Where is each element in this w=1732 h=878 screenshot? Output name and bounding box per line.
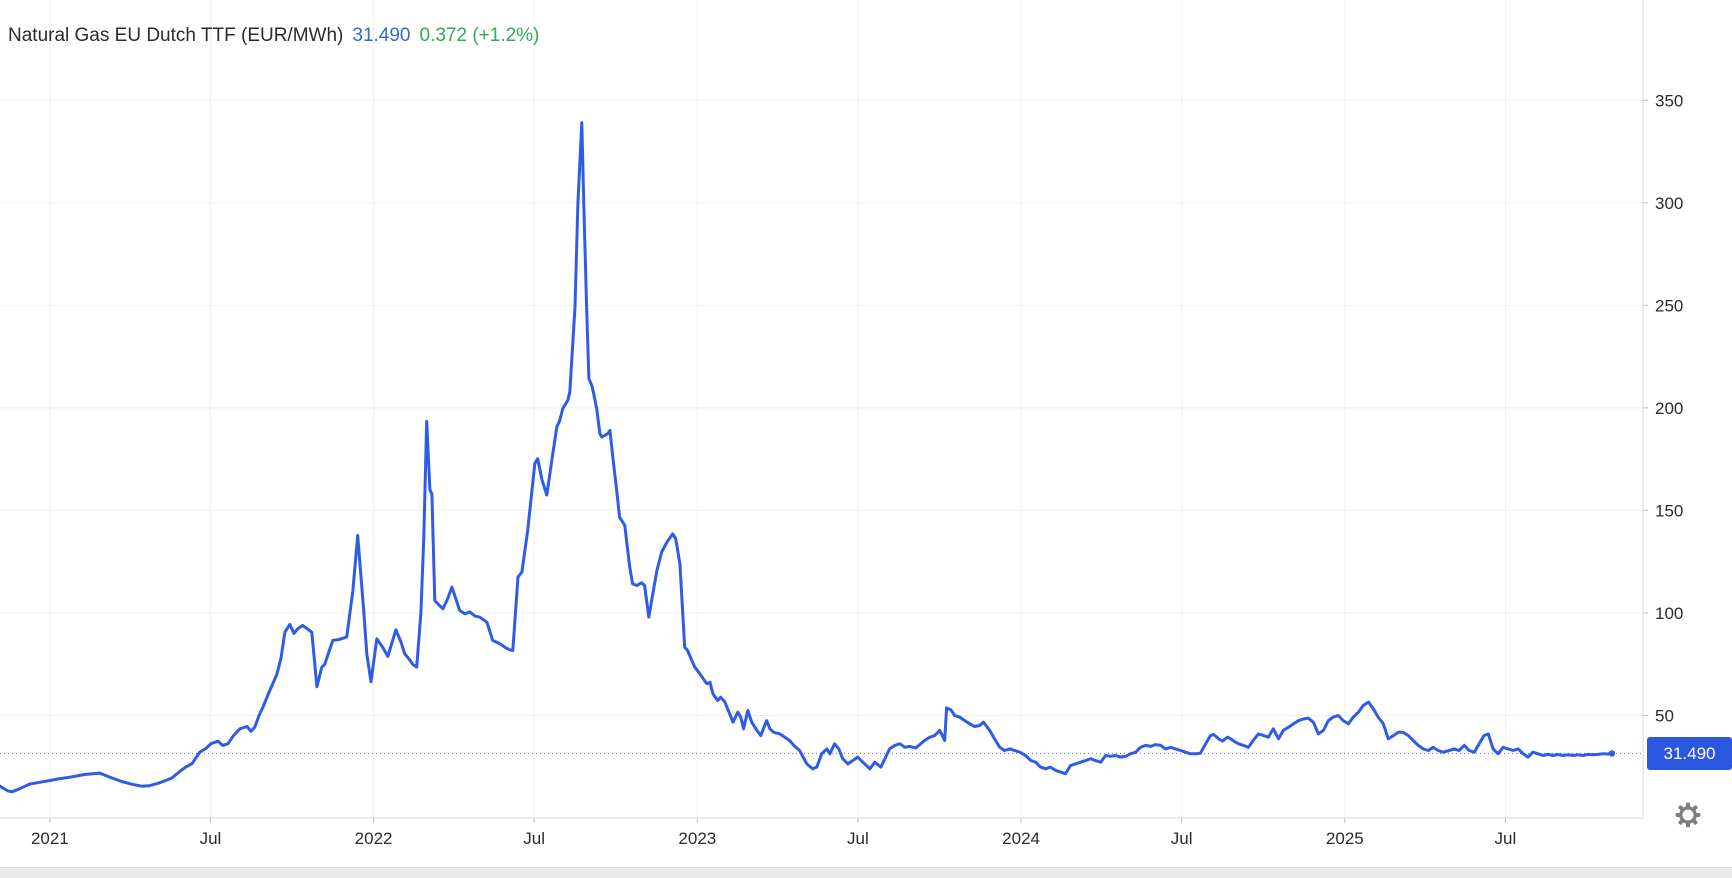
price-line-series xyxy=(0,121,1616,794)
horizontal-scrollbar[interactable] xyxy=(0,867,1732,878)
y-tick-label: 250 xyxy=(1655,296,1683,315)
last-price-value: 31.490 xyxy=(352,25,411,46)
x-tick-label: 2021 xyxy=(31,829,69,848)
x-tick-label: Jul xyxy=(523,829,545,848)
x-tick-label: Jul xyxy=(1171,829,1193,848)
settings-gear-icon[interactable] xyxy=(1674,801,1702,829)
price-line xyxy=(0,121,1614,794)
x-tick-label: 2025 xyxy=(1326,829,1364,848)
axes xyxy=(0,0,1648,823)
x-tick-label: 2022 xyxy=(355,829,393,848)
last-price-dot xyxy=(1608,750,1616,757)
y-tick-label: 50 xyxy=(1655,706,1674,725)
price-change: 0.372 (+1.2%) xyxy=(419,25,540,46)
y-tick-label: 100 xyxy=(1655,604,1683,623)
y-tick-label: 150 xyxy=(1655,501,1683,520)
chart-header: Natural Gas EU Dutch TTF (EUR/MWh) 31.49… xyxy=(8,25,539,47)
gridlines xyxy=(0,0,1643,818)
x-tick-label: Jul xyxy=(847,829,869,848)
x-tick-label: Jul xyxy=(200,829,222,848)
y-tick-label: 300 xyxy=(1655,194,1683,213)
x-tick-label: 2024 xyxy=(1002,829,1040,848)
axis-labels: 2021 Jul 2022 Jul 2023 Jul 2024 Jul 2025 Jul 50 100… xyxy=(31,91,1683,848)
y-tick-label: 200 xyxy=(1655,399,1683,418)
current-price-tag: 31.490 xyxy=(1647,736,1732,770)
x-tick-label: Jul xyxy=(1495,829,1517,848)
instrument-title: Natural Gas EU Dutch TTF (EUR/MWh) xyxy=(8,25,344,46)
x-tick-label: 2023 xyxy=(678,829,716,848)
y-tick-label: 350 xyxy=(1655,91,1683,110)
